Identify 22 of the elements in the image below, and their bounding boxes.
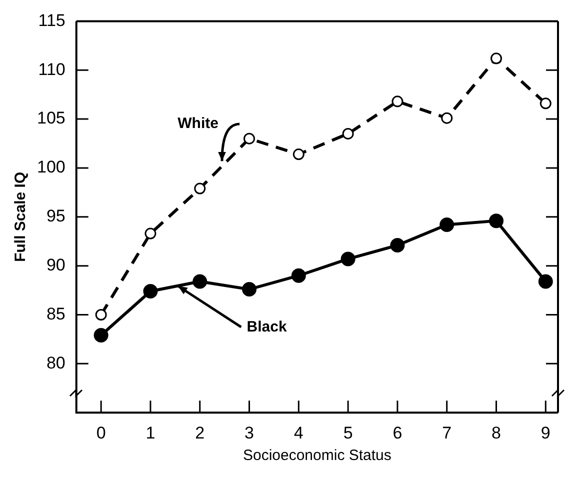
y-tick-label: 110 [38, 60, 66, 79]
y-tick-label: 80 [46, 353, 66, 372]
y-tick-label: 90 [46, 256, 66, 275]
y-tick-label: 115 [38, 10, 66, 30]
x-tick-label: 3 [244, 423, 254, 442]
x-tick-label: 1 [146, 423, 156, 442]
y-tick-label: 100 [36, 158, 66, 177]
x-tick-label: 6 [392, 423, 402, 442]
x-tick-label: 9 [540, 423, 550, 442]
y-axis-title: Full Scale IQ [12, 172, 30, 262]
x-tick-label: 8 [492, 423, 501, 442]
x-tick-label: 0 [96, 423, 106, 442]
series-label: White [178, 115, 218, 132]
x-tick-label: 2 [195, 423, 205, 442]
y-tick-label: 95 [46, 206, 66, 226]
y-tick-label: 105 [36, 108, 66, 128]
y-tick-label: 85 [46, 304, 66, 324]
x-tick-label: 5 [343, 423, 353, 442]
x-tick-label: 4 [294, 423, 304, 442]
x-tick-label: 7 [442, 423, 452, 442]
x-axis-title: Socioeconomic Status [242, 447, 392, 464]
series-label: Black [246, 318, 288, 336]
